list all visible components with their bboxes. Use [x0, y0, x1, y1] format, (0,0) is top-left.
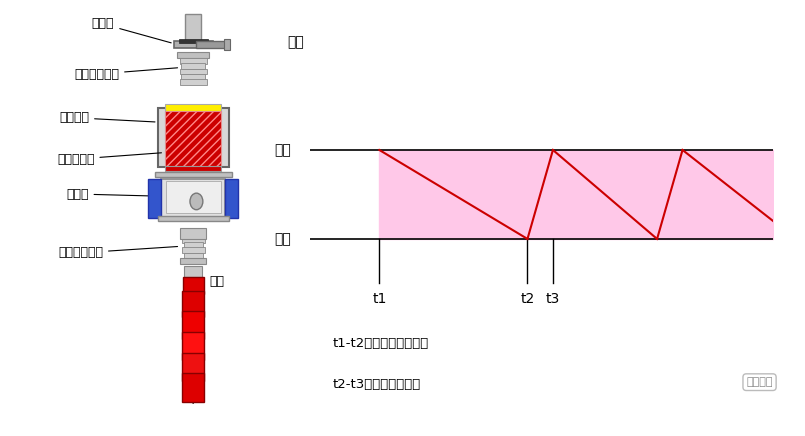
Bar	[182, 352, 204, 381]
Bar	[165, 166, 221, 171]
Bar	[180, 79, 207, 85]
Bar	[180, 58, 207, 64]
Text: t2: t2	[520, 292, 535, 307]
Bar	[182, 373, 204, 402]
Bar	[224, 39, 230, 50]
Bar	[155, 172, 232, 177]
Text: t1: t1	[372, 292, 386, 307]
Text: 失重称: 失重称	[66, 187, 159, 201]
Text: 最低: 最低	[275, 232, 291, 246]
Ellipse shape	[190, 193, 203, 210]
Bar	[148, 179, 161, 218]
Bar	[158, 108, 229, 167]
Text: 称重料仓: 称重料仓	[59, 111, 155, 124]
Bar	[184, 266, 202, 277]
Bar	[158, 216, 229, 221]
Bar	[165, 111, 221, 167]
Bar	[184, 253, 203, 258]
Text: 最高: 最高	[275, 143, 291, 157]
Text: 剑指工控: 剑指工控	[746, 377, 773, 387]
Text: t3: t3	[546, 292, 560, 307]
Text: 螺旋输送机: 螺旋输送机	[57, 153, 162, 166]
Text: t1-t2时间：重力式给料: t1-t2时间：重力式给料	[333, 337, 429, 350]
Bar	[196, 41, 225, 48]
Bar	[161, 179, 225, 218]
Bar	[177, 52, 209, 58]
Bar	[166, 181, 221, 213]
Bar	[225, 179, 238, 218]
Text: 柔性入口连接: 柔性入口连接	[74, 68, 178, 81]
Text: 卸料: 卸料	[209, 275, 225, 288]
Bar	[181, 74, 205, 79]
Text: t2-t3时间：重新装料: t2-t3时间：重新装料	[333, 378, 421, 391]
Bar	[185, 14, 201, 42]
Bar	[174, 41, 213, 48]
Bar	[183, 277, 204, 294]
Bar	[180, 68, 207, 74]
Bar	[182, 291, 204, 317]
Text: 装料阀: 装料阀	[92, 17, 171, 43]
Bar	[181, 63, 205, 69]
Bar	[179, 39, 208, 43]
Bar	[182, 237, 204, 242]
Bar	[184, 242, 203, 248]
Bar	[182, 248, 204, 253]
Bar	[182, 310, 204, 339]
Bar	[182, 331, 204, 360]
Bar	[165, 111, 221, 167]
Bar	[180, 228, 206, 239]
Text: 柔性出口连接: 柔性出口连接	[58, 246, 178, 259]
Bar	[180, 258, 206, 263]
Text: 装料: 装料	[287, 35, 304, 49]
Bar	[165, 104, 221, 116]
